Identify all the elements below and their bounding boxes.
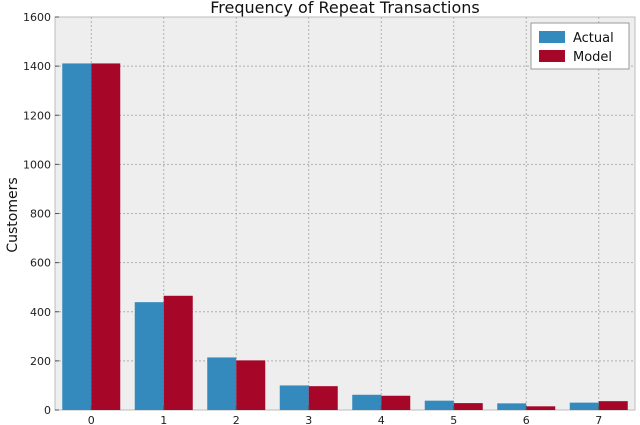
y-tick-label: 600 bbox=[30, 257, 51, 270]
x-tick-label: 4 bbox=[378, 414, 385, 425]
bar-model-5 bbox=[453, 403, 483, 410]
legend-label-actual: Actual bbox=[573, 31, 614, 46]
y-tick-label: 0 bbox=[44, 404, 51, 417]
x-axis-ticks: 0 1 2 3 4 5 6 7 bbox=[88, 406, 602, 425]
chart-title: Frequency of Repeat Transactions bbox=[210, 0, 480, 17]
y-tick-label: 800 bbox=[30, 208, 51, 221]
bar-model-7 bbox=[598, 401, 628, 410]
bar-actual-5 bbox=[424, 400, 454, 410]
bar-model-6 bbox=[526, 406, 556, 410]
bar-model-0 bbox=[91, 63, 121, 410]
y-tick-label: 400 bbox=[30, 306, 51, 319]
legend-swatch-actual bbox=[539, 31, 565, 43]
x-tick-label: 0 bbox=[88, 414, 95, 425]
y-tick-label: 1400 bbox=[23, 60, 51, 73]
legend-label-model: Model bbox=[573, 50, 612, 65]
x-tick-label: 7 bbox=[595, 414, 602, 425]
bar-model-2 bbox=[236, 360, 266, 410]
bar-actual-7 bbox=[569, 402, 599, 410]
y-tick-label: 1200 bbox=[23, 109, 51, 122]
y-tick-label: 1600 bbox=[23, 11, 51, 24]
bar-actual-2 bbox=[207, 357, 237, 410]
legend-swatch-model bbox=[539, 50, 565, 62]
y-axis-ticks: 0 200 400 600 800 1000 1200 1400 1600 bbox=[23, 11, 59, 417]
y-tick-label: 200 bbox=[30, 355, 51, 368]
x-tick-label: 5 bbox=[450, 414, 457, 425]
bar-actual-3 bbox=[279, 385, 309, 410]
bar-model-3 bbox=[308, 386, 338, 410]
y-tick-label: 1000 bbox=[23, 158, 51, 171]
legend: Actual Model bbox=[530, 22, 630, 70]
x-tick-label: 3 bbox=[305, 414, 312, 425]
bar-model-4 bbox=[381, 395, 411, 410]
bar-actual-1 bbox=[134, 302, 164, 410]
bar-actual-4 bbox=[352, 394, 382, 410]
x-tick-label: 2 bbox=[233, 414, 240, 425]
x-tick-label: 1 bbox=[160, 414, 167, 425]
bar-actual-6 bbox=[497, 403, 527, 410]
x-tick-label: 6 bbox=[523, 414, 530, 425]
bars bbox=[62, 63, 628, 410]
bar-actual-0 bbox=[62, 63, 92, 410]
y-axis-label: Customers bbox=[5, 177, 21, 252]
bar-model-1 bbox=[163, 295, 193, 410]
